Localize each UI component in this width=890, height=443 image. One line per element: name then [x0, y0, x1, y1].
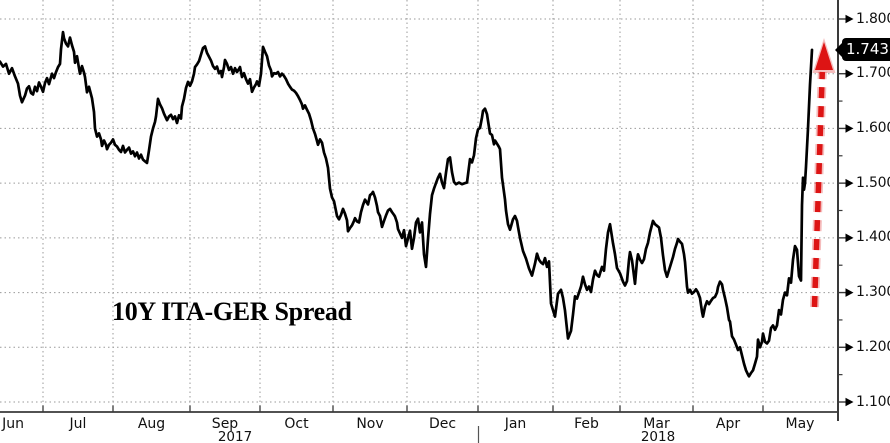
price-tick-arrow-icon: [845, 14, 854, 24]
chart-title: 10Y ITA-GER Spread: [112, 297, 352, 326]
y-axis-label: 1.4000: [856, 229, 890, 246]
y-axis-label: 1.7000: [856, 65, 890, 82]
y-axis-label: 1.2000: [856, 338, 890, 355]
x-month-label: Mar: [643, 416, 670, 432]
price-tick-arrow-icon: [845, 69, 854, 79]
price-tick-arrow-icon: [845, 233, 854, 243]
y-axis-label: 1.8000: [856, 10, 890, 27]
x-month-label: Jan: [504, 416, 527, 432]
last-price-badge: 1.7437: [835, 38, 890, 61]
x-month-label: Oct: [284, 416, 309, 432]
spread-series-line: [0, 30, 814, 378]
y-axis-label: 1.1000: [856, 393, 890, 410]
x-month-label: Dec: [428, 416, 457, 432]
y-axis-label: 1.3000: [856, 284, 890, 301]
last-price-value: 1.7437: [846, 40, 890, 58]
y-axis-label: 1.6000: [856, 119, 890, 136]
x-month-label: May: [785, 416, 815, 432]
x-month-label: Jun: [2, 416, 24, 432]
price-tick-arrow-icon: [845, 124, 854, 133]
x-year-label: 2018: [640, 429, 676, 443]
price-tick-arrow-icon: [845, 178, 854, 188]
x-year-label: 2017: [217, 429, 253, 443]
x-month-label: Jul: [69, 416, 87, 432]
x-month-label: Sep: [211, 416, 239, 432]
x-month-label: Apr: [715, 416, 741, 432]
price-tick-arrow-icon: [845, 397, 854, 407]
arrow-shaft: [811, 71, 826, 308]
x-month-label: Feb: [574, 416, 599, 432]
x-month-label: Aug: [137, 416, 166, 432]
x-month-label: Nov: [356, 416, 384, 432]
up-arrow-icon: [815, 42, 833, 70]
price-tick-arrow-icon: [845, 288, 854, 297]
y-axis-label: 1.5000: [856, 174, 890, 191]
badge-left-arrow-icon: [835, 41, 843, 58]
price-tick-arrow-icon: [845, 342, 854, 352]
